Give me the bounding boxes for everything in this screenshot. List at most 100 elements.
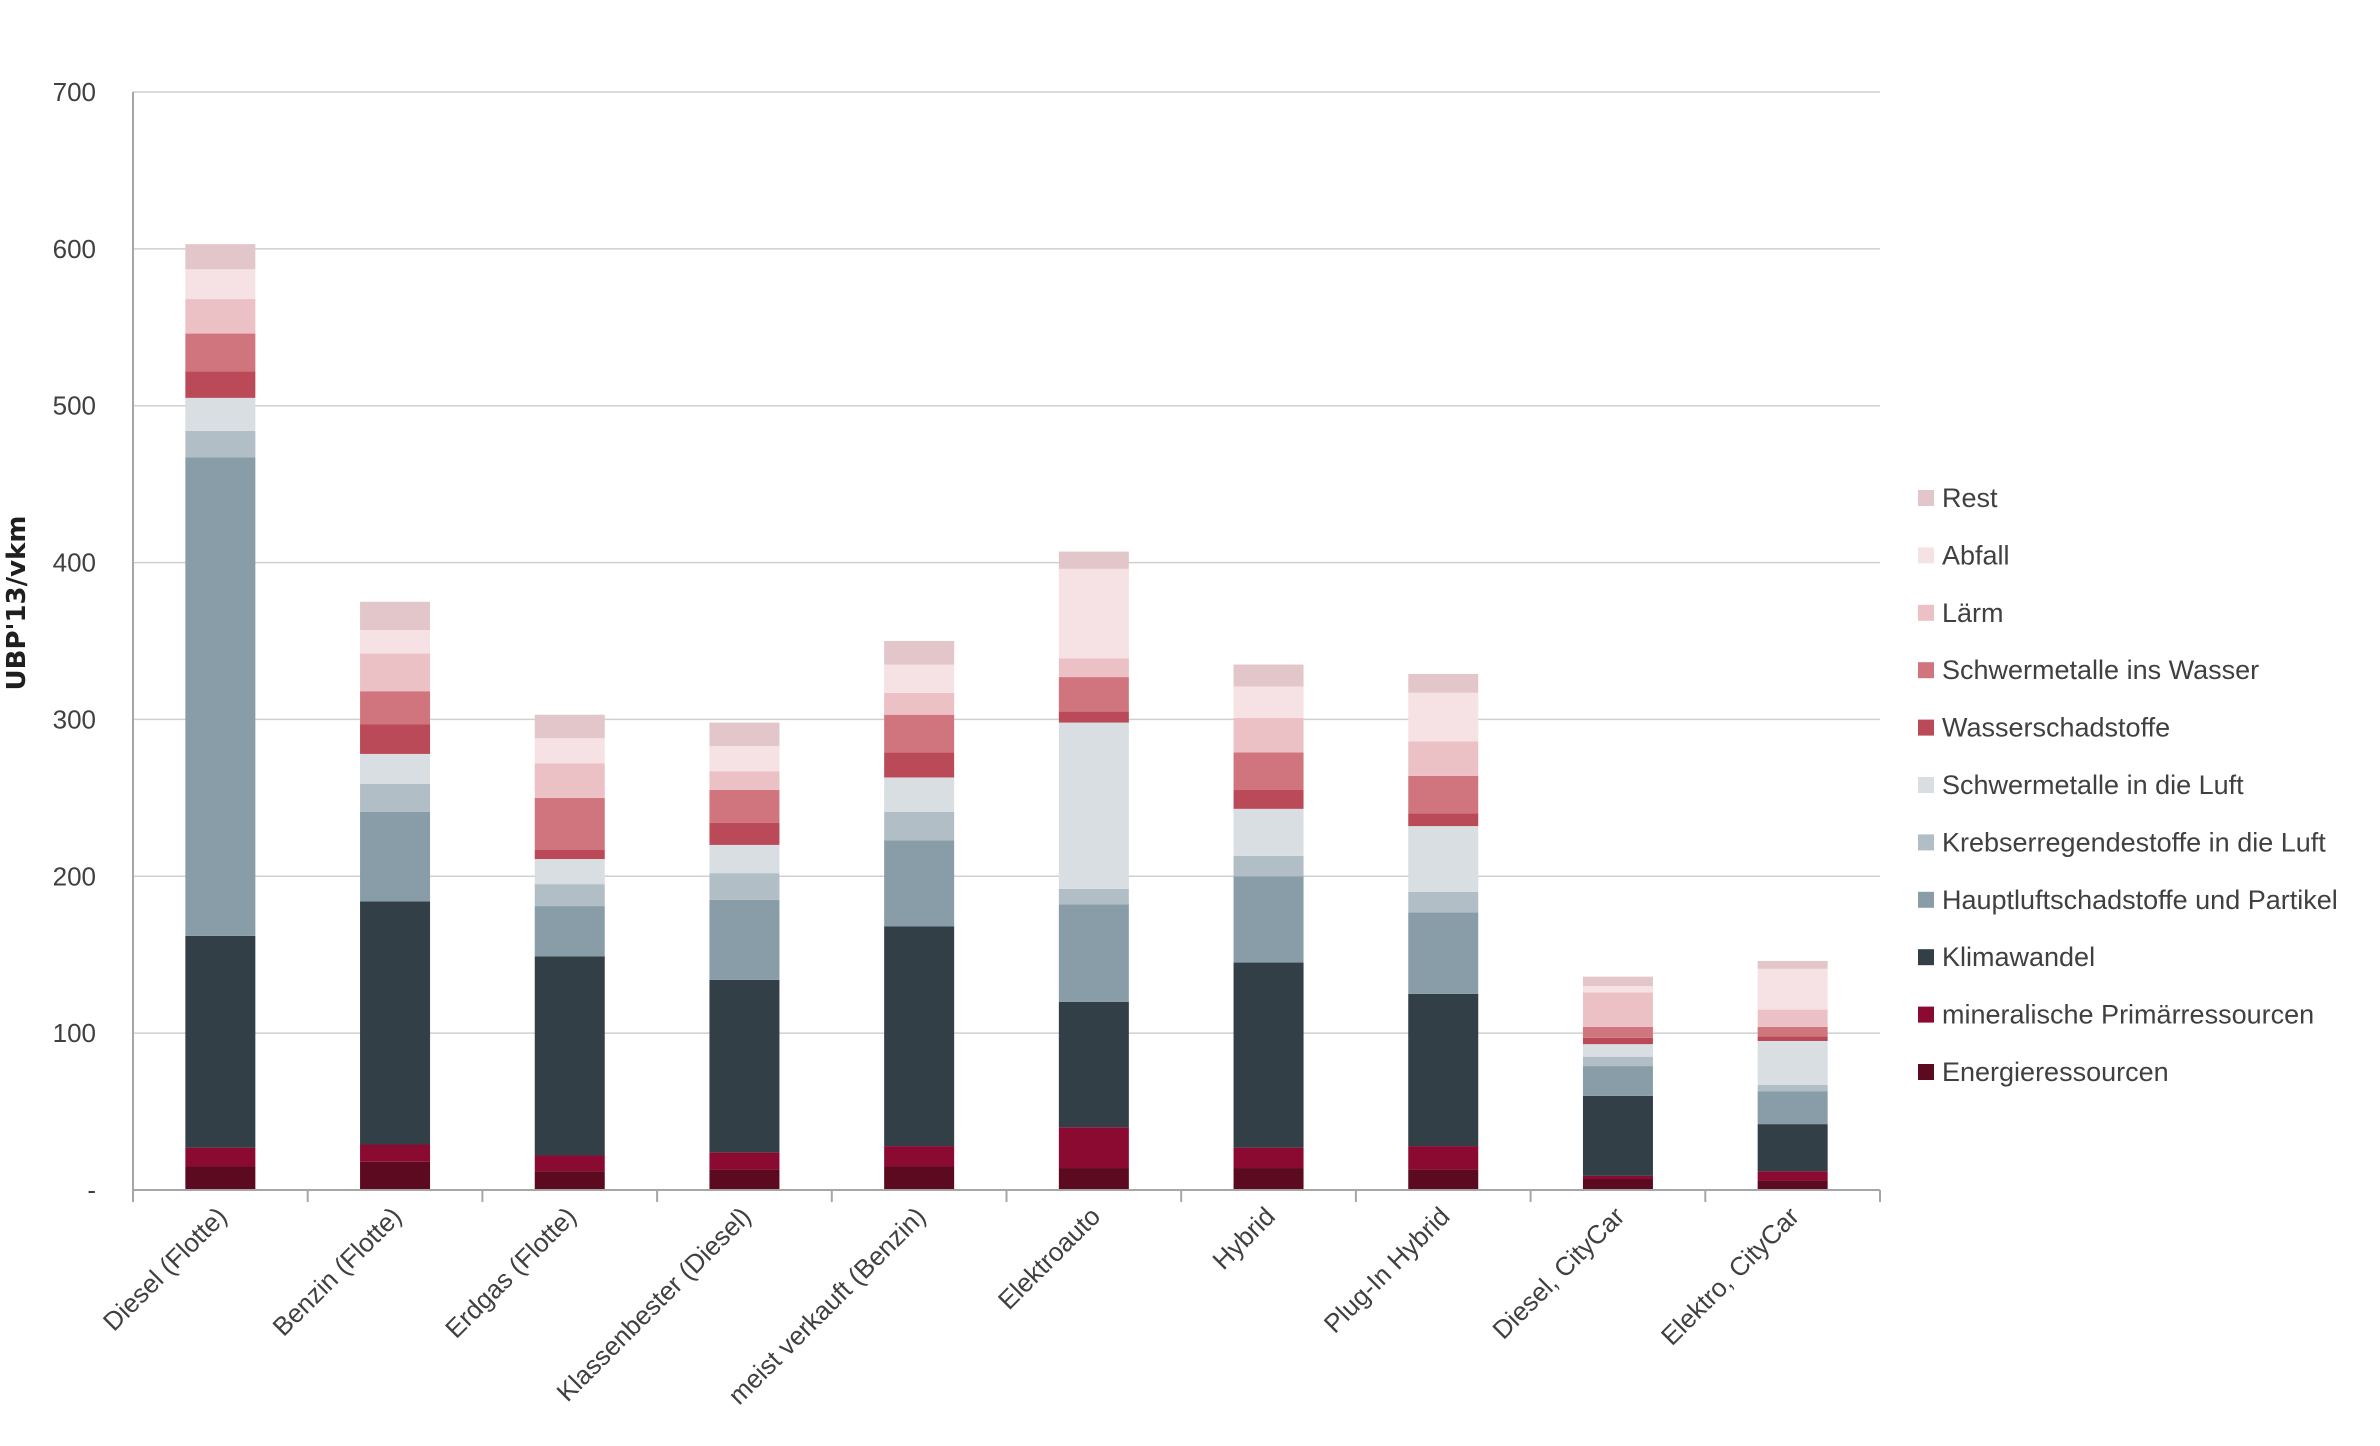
- bar-segment: [185, 397, 256, 431]
- bar-segment: [1233, 752, 1304, 791]
- legend-label: Abfall: [1942, 540, 2010, 570]
- bar-segment: [884, 777, 955, 812]
- bar-segment: [1757, 960, 1828, 969]
- bar-segment: [884, 926, 955, 1147]
- bar-segment: [709, 746, 780, 772]
- bar-segment: [709, 873, 780, 900]
- legend-label: Klimawandel: [1942, 942, 2095, 972]
- bar-segment: [1582, 986, 1653, 993]
- bar-segment: [1582, 1179, 1653, 1190]
- bar-segment: [1233, 876, 1304, 963]
- legend-label: Krebserregendestoffe in die Luft: [1942, 827, 2326, 857]
- bar-segment: [1757, 1171, 1828, 1181]
- bar-segment: [884, 664, 955, 693]
- legend-swatch: [1918, 949, 1934, 966]
- bar-segment: [534, 956, 605, 1156]
- bar-segment: [185, 430, 256, 458]
- y-tick-labels: - 100 200 300 400 500 600 700: [53, 77, 96, 1205]
- x-category-label: Elektro, CityCar: [1655, 1201, 1805, 1351]
- y-tick-label: -: [87, 1175, 96, 1205]
- legend-label: Lärm: [1942, 598, 2004, 628]
- bar-segment: [1408, 741, 1479, 776]
- bar-segment: [1058, 1127, 1129, 1169]
- x-category-label: Plug-In Hybrid: [1318, 1201, 1456, 1339]
- bar-segment: [884, 840, 955, 927]
- legend-swatch: [1918, 719, 1934, 736]
- bar-segment: [534, 763, 605, 798]
- bar-segment: [534, 849, 605, 860]
- bar-segment: [1058, 658, 1129, 678]
- bar-segment: [709, 822, 780, 845]
- bar-segment: [185, 269, 256, 300]
- bar-segment: [1757, 1036, 1828, 1041]
- bar-segment: [360, 783, 431, 812]
- x-category-label: Elektroauto: [992, 1201, 1106, 1315]
- bar-segment: [185, 244, 256, 270]
- bar-segment: [534, 859, 605, 885]
- bar-segment: [360, 653, 431, 692]
- bar-segment: [884, 692, 955, 715]
- bar-segment: [709, 1169, 780, 1190]
- bar-segment: [1408, 775, 1479, 814]
- x-category-label: meist verkauft (Benzin): [722, 1201, 931, 1410]
- bar-segment: [1582, 1044, 1653, 1057]
- bar-segment: [709, 771, 780, 791]
- bar-segment: [1582, 976, 1653, 987]
- bar-segment: [1058, 677, 1129, 712]
- x-category-label: Benzin (Flotte): [267, 1201, 408, 1342]
- bar-segment: [185, 299, 256, 334]
- bar-segment: [360, 753, 431, 784]
- bars: [185, 244, 1828, 1190]
- legend-swatch: [1918, 1064, 1934, 1080]
- bar-segment: [534, 906, 605, 957]
- bar-segment: [1233, 962, 1304, 1148]
- bar-segment: [1408, 692, 1479, 742]
- y-axis-label: UBP'13/vkm: [2, 516, 32, 691]
- x-category-label: Diesel (Flotte): [97, 1201, 233, 1337]
- bar-segment: [1058, 904, 1129, 1002]
- legend-swatch: [1918, 891, 1934, 908]
- bar-segment: [1233, 686, 1304, 718]
- bar-segment: [534, 797, 605, 850]
- x-category-label: Diesel, CityCar: [1486, 1201, 1630, 1345]
- bar-segment: [1058, 568, 1129, 659]
- legend: Rest Abfall Lärm Schwermetalle ins Wasser Wa…: [1918, 483, 2338, 1087]
- bar-segment: [1058, 1001, 1129, 1128]
- legend-label: Schwermetalle in die Luft: [1942, 770, 2244, 800]
- bar-segment: [709, 899, 780, 980]
- bar-segment: [1757, 1084, 1828, 1092]
- y-tick-label: 400: [53, 548, 96, 578]
- bar-segment: [709, 1152, 780, 1170]
- bar-segment: [534, 1171, 605, 1190]
- bar-segment: [1408, 813, 1479, 827]
- bar-segment: [1058, 1168, 1129, 1190]
- bar-segment: [884, 641, 955, 665]
- bar-segment: [185, 1166, 256, 1190]
- bar-segment: [1582, 1175, 1653, 1180]
- bar-segment: [884, 1146, 955, 1167]
- bar-segment: [1058, 722, 1129, 889]
- axes: [132, 92, 1881, 1202]
- y-tick-label: 700: [53, 77, 96, 107]
- bar-segment: [1582, 1037, 1653, 1045]
- legend-label: Hauptluftschadstoffe und Partikel: [1942, 885, 2338, 915]
- bar-segment: [1233, 790, 1304, 809]
- bar-segment: [884, 752, 955, 778]
- legend-swatch: [1918, 604, 1934, 621]
- bar-segment: [1582, 1066, 1653, 1096]
- legend-label: Rest: [1942, 483, 1998, 513]
- bar-segment: [1233, 1147, 1304, 1169]
- bar-segment: [1408, 826, 1479, 892]
- bar-segment: [1757, 1180, 1828, 1190]
- bar-segment: [1757, 1026, 1828, 1037]
- legend-swatch: [1918, 490, 1934, 506]
- legend-swatch: [1918, 1006, 1934, 1023]
- x-category-label: Hybrid: [1206, 1201, 1280, 1275]
- bar-segment: [1408, 1146, 1479, 1170]
- legend-label: mineralische Primärressourcen: [1942, 1000, 2314, 1030]
- bar-segment: [185, 371, 256, 398]
- bar-segment: [709, 844, 780, 874]
- y-tick-label: 200: [53, 861, 96, 891]
